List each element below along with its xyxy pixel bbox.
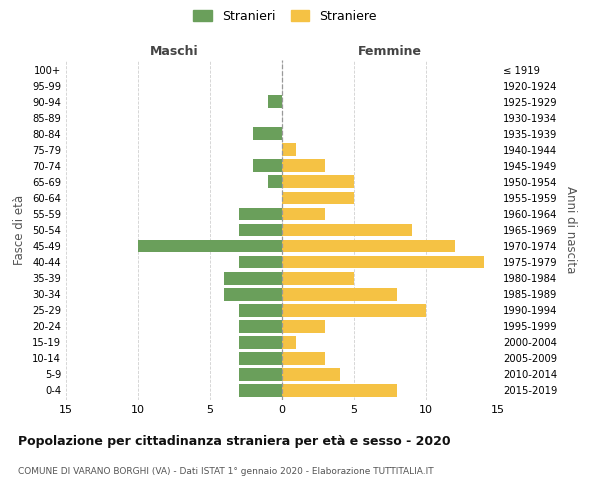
Text: COMUNE DI VARANO BORGHI (VA) - Dati ISTAT 1° gennaio 2020 - Elaborazione TUTTITA: COMUNE DI VARANO BORGHI (VA) - Dati ISTA… <box>18 468 434 476</box>
Text: Popolazione per cittadinanza straniera per età e sesso - 2020: Popolazione per cittadinanza straniera p… <box>18 435 451 448</box>
Bar <box>282 272 354 284</box>
Bar <box>239 256 282 268</box>
Bar <box>282 208 325 220</box>
Bar <box>224 288 282 300</box>
Bar <box>239 352 282 364</box>
Bar <box>282 352 325 364</box>
Text: Maschi: Maschi <box>149 46 199 59</box>
Bar <box>239 304 282 316</box>
Bar <box>282 368 340 381</box>
Bar <box>224 272 282 284</box>
Text: Femmine: Femmine <box>358 46 422 59</box>
Bar <box>282 240 455 252</box>
Y-axis label: Fasce di età: Fasce di età <box>13 195 26 265</box>
Bar <box>268 176 282 188</box>
Bar <box>282 256 484 268</box>
Bar <box>282 144 296 156</box>
Bar <box>239 384 282 397</box>
Bar <box>282 288 397 300</box>
Bar <box>282 160 325 172</box>
Bar <box>282 320 325 332</box>
Bar <box>253 128 282 140</box>
Bar <box>239 208 282 220</box>
Bar <box>282 192 354 204</box>
Bar <box>282 336 296 348</box>
Bar <box>282 224 412 236</box>
Y-axis label: Anni di nascita: Anni di nascita <box>564 186 577 274</box>
Bar <box>253 160 282 172</box>
Bar <box>239 320 282 332</box>
Bar <box>282 176 354 188</box>
Bar <box>282 304 426 316</box>
Legend: Stranieri, Straniere: Stranieri, Straniere <box>190 6 380 26</box>
Bar <box>282 384 397 397</box>
Bar <box>239 336 282 348</box>
Bar <box>138 240 282 252</box>
Bar <box>268 96 282 108</box>
Bar <box>239 224 282 236</box>
Bar <box>239 368 282 381</box>
